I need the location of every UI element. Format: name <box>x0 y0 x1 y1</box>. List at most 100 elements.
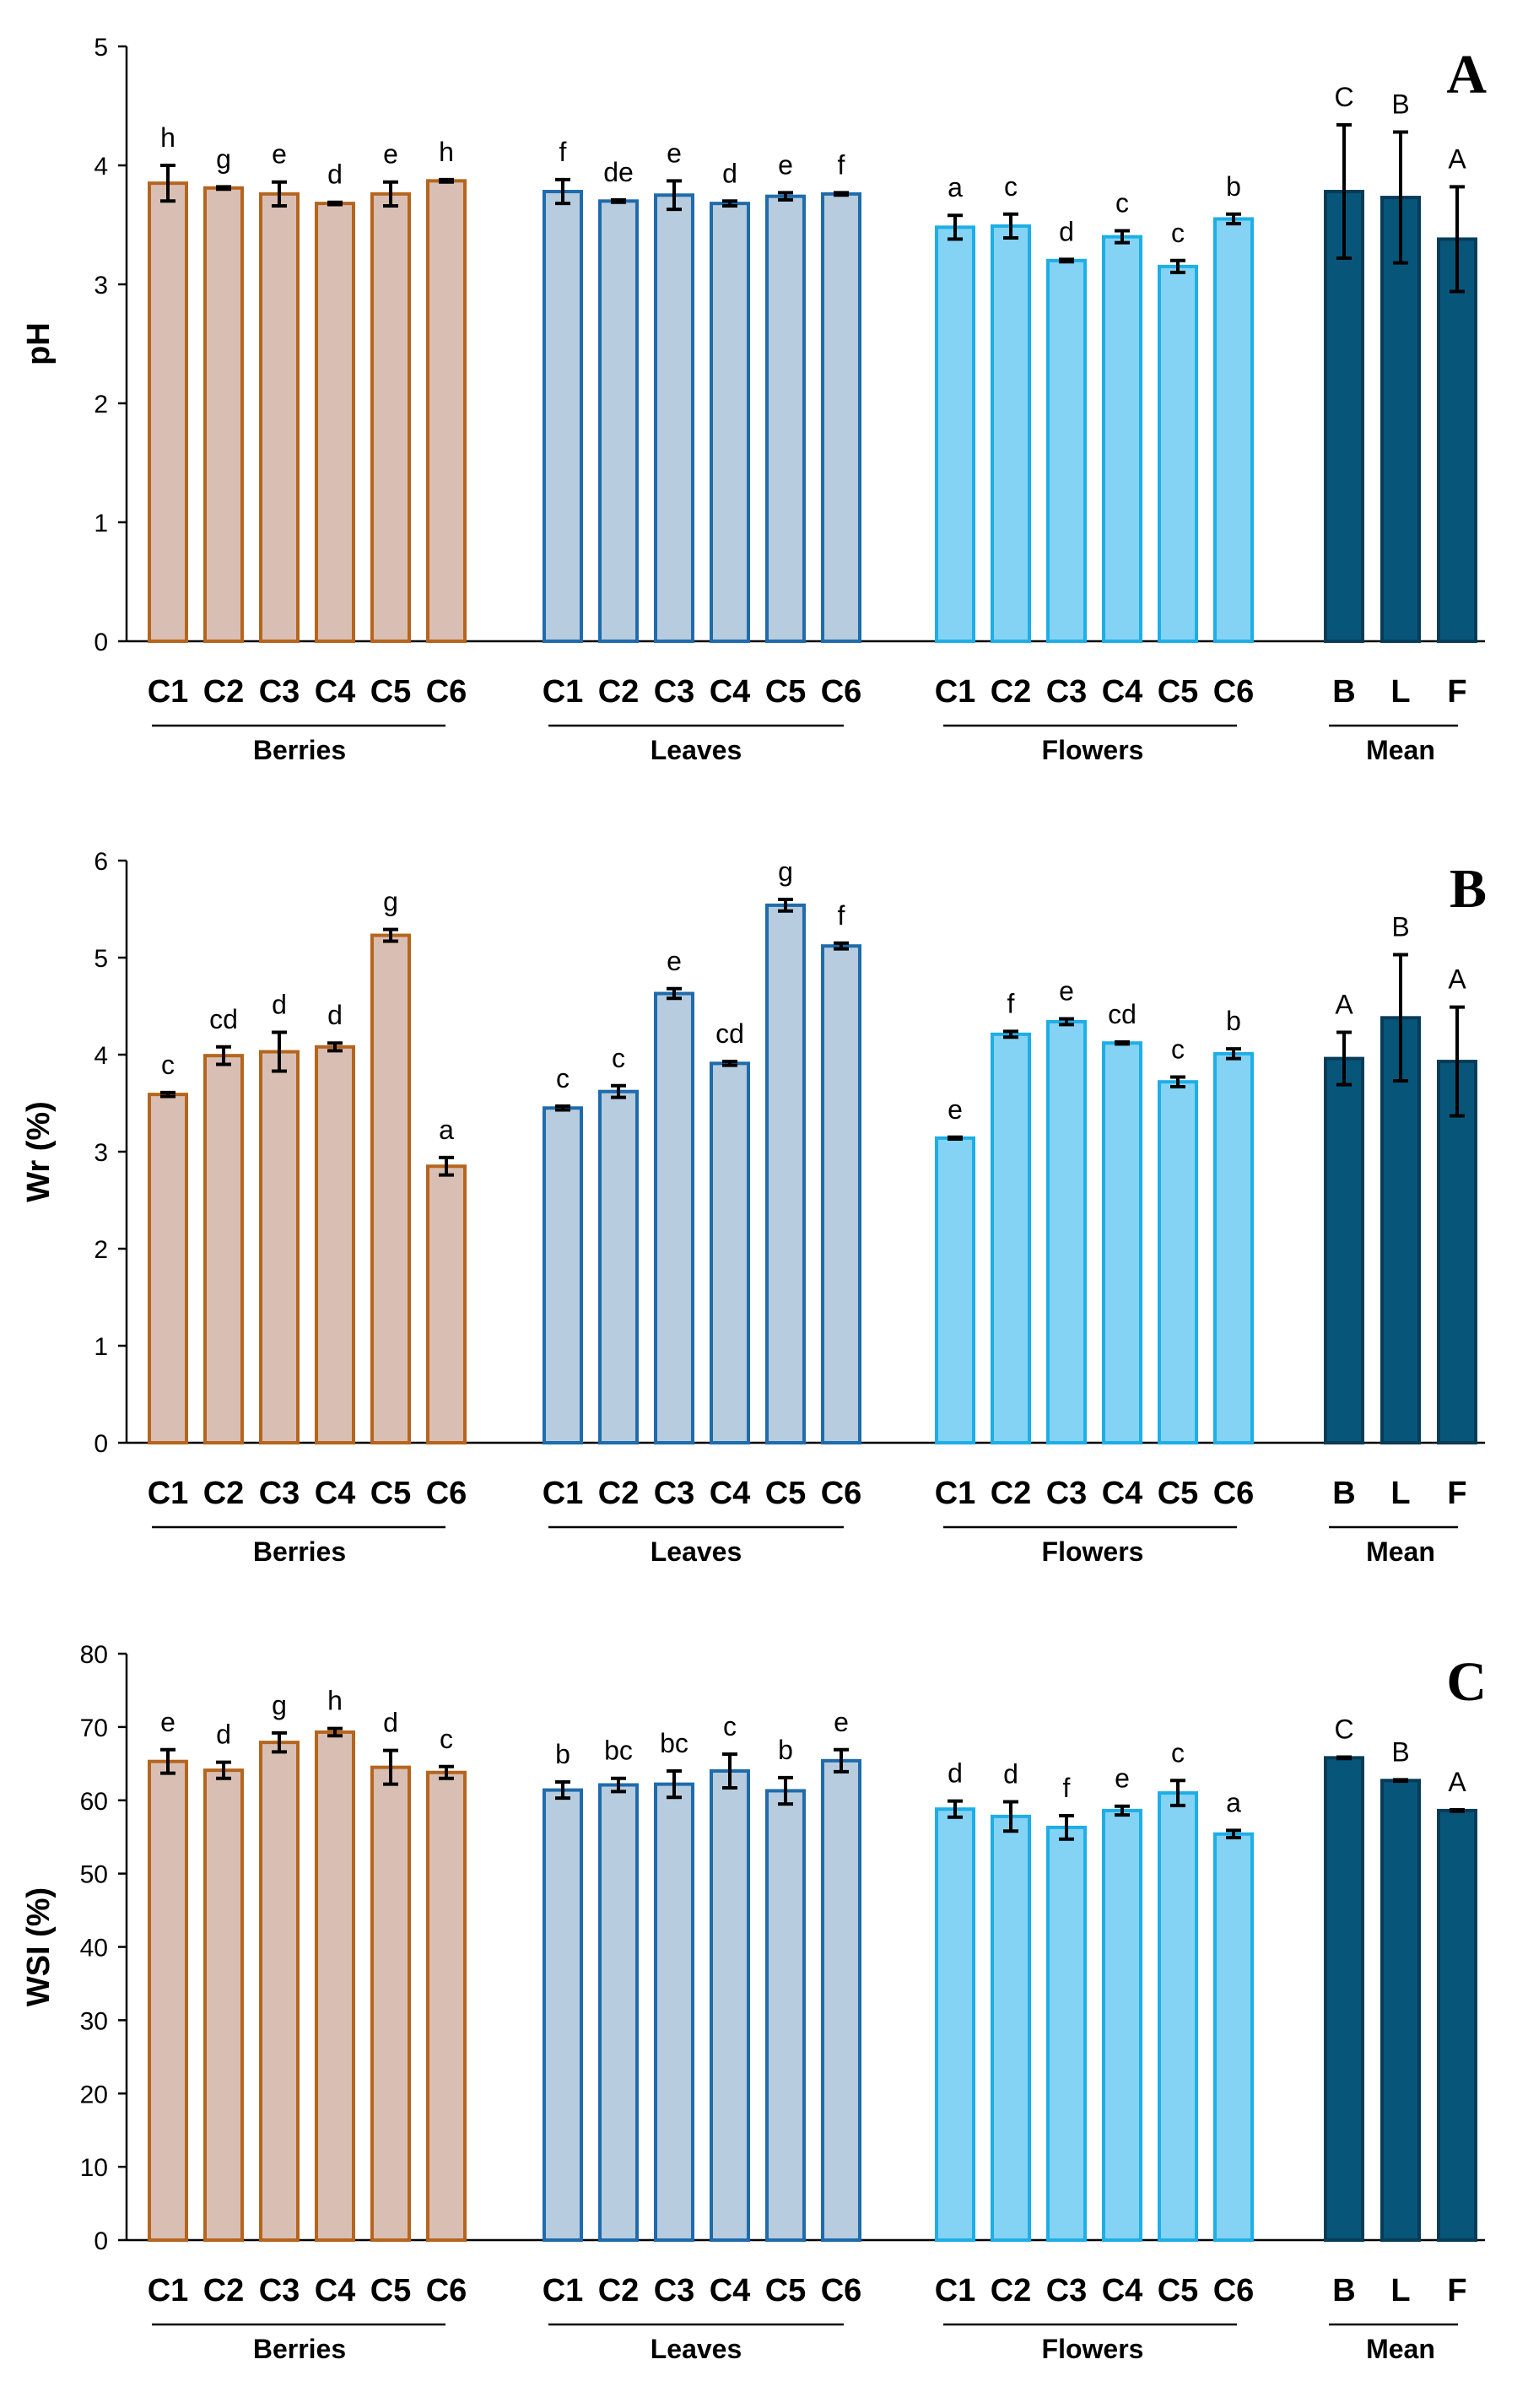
panel-a-flowers-bar <box>991 224 1031 643</box>
panel-b-flowers-group-label: Flowers <box>1042 1536 1144 1567</box>
panel-b-flowers-significance-letter: e <box>1059 975 1074 1006</box>
panel-c-mean-bar <box>1380 1779 1421 2242</box>
panel-b-leaves-bar <box>765 903 806 1444</box>
panel-a-leaves-category-label: C3 <box>654 674 695 710</box>
panel-a-leaves-category-label: C6 <box>821 674 862 710</box>
panel-b-flowers-significance-letter: b <box>1226 1006 1241 1036</box>
panel-c-flowers-group-label: Flowers <box>1042 2334 1144 2364</box>
panel-a-y-tick-label: 2 <box>94 391 108 418</box>
panel-a-flowers-bar <box>1102 235 1142 643</box>
panel-c-leaves-category-label: C1 <box>543 2273 584 2308</box>
panel-c-berries-significance-letter: h <box>327 1686 343 1716</box>
panel-c-y-tick-label: 80 <box>80 1641 108 1669</box>
panel-b-berries-significance-letter: g <box>383 887 398 917</box>
panel-a-flowers-category-label: C2 <box>991 674 1032 710</box>
panel-c-berries-category-label: C6 <box>426 2273 467 2308</box>
panel-a-berries-significance-letter: h <box>160 122 175 153</box>
panel-a-flowers-significance-letter: c <box>1171 218 1185 248</box>
panel-c-leaves-category-label: C6 <box>821 2273 862 2308</box>
panel-a-mean-category-label: F <box>1447 674 1466 710</box>
panel-c-leaves-category-label: C4 <box>710 2273 751 2308</box>
panel-c-flowers-category-label: C1 <box>935 2273 976 2308</box>
panel-a-leaves-bar <box>543 190 583 643</box>
panel-c-leaves-significance-letter: bc <box>660 1728 688 1758</box>
panel-b-leaves-significance-letter: c <box>556 1063 570 1093</box>
panel-c-flowers-category-label: C3 <box>1046 2273 1088 2308</box>
panel-a-y-tick-label: 3 <box>94 272 108 300</box>
panel-a-label: A <box>1446 44 1487 105</box>
panel-b-flowers-significance-letter: f <box>1007 988 1015 1018</box>
panel-a-flowers-category-label: C6 <box>1213 674 1255 710</box>
panel-b-leaves-bar <box>710 1061 750 1444</box>
panel-c-mean-category-label: B <box>1332 2273 1355 2308</box>
panel-b-berries-significance-letter: d <box>272 990 287 1020</box>
panel-c-berries-category-label: C2 <box>203 2273 245 2308</box>
panel-a-y-tick-label: 4 <box>94 153 108 181</box>
panel-a-mean-significance-letter: A <box>1448 143 1466 174</box>
panel-b-leaves-category-label: C1 <box>543 1476 584 1511</box>
panel-c-mean-significance-letter: B <box>1391 1736 1409 1767</box>
panel-c-leaves-bar <box>710 1769 750 2242</box>
panel-b-flowers-bar <box>1158 1080 1198 1444</box>
panel-a-berries-significance-letter: e <box>272 139 287 170</box>
panel-c-berries-category-label: C3 <box>259 2273 300 2308</box>
panel-a-leaves-bar <box>598 199 639 644</box>
panel-b-berries-bar <box>315 1045 355 1445</box>
panel-b-mean-bar <box>1437 1060 1477 1445</box>
panel-c-berries-significance-letter: e <box>160 1707 175 1737</box>
panel-a-mean-bar <box>1437 237 1477 643</box>
panel-c-y-tick-label: 40 <box>80 1935 108 1963</box>
panel-b-berries-category-label: C2 <box>203 1476 245 1511</box>
panel-b-berries-category-label: C5 <box>370 1476 412 1511</box>
panel-b-berries-category-label: C6 <box>426 1476 467 1511</box>
panel-c-y-tick-label: 0 <box>94 2227 108 2255</box>
panel-c-flowers-category-label: C6 <box>1213 2273 1255 2308</box>
panel-a-y-axis-label: pH <box>21 322 57 365</box>
panel-b-flowers-category-label: C4 <box>1102 1476 1143 1511</box>
panel-a-leaves-bar <box>765 194 806 644</box>
panel-b-flowers-significance-letter: cd <box>1108 999 1137 1029</box>
panel-a-flowers-group-label: Flowers <box>1042 735 1144 765</box>
panel-c-berries-bar <box>259 1741 300 2242</box>
panel-b-y-axis-label: Wr (%) <box>21 1101 57 1202</box>
panel-a-leaves-bar <box>654 193 694 643</box>
panel-b-berries-bar <box>426 1164 467 1444</box>
panel-c-leaves-significance-letter: e <box>834 1707 849 1737</box>
panel-a-berries-bar <box>259 192 300 643</box>
panel-a-berries-category-label: C1 <box>148 674 189 710</box>
panel-a-leaves-significance-letter: e <box>667 138 682 168</box>
panel-c-leaves-significance-letter: bc <box>604 1736 633 1766</box>
panel-a-leaves-bar <box>821 192 861 643</box>
panel-b-y-tick-label: 2 <box>94 1236 108 1264</box>
panel-a-berries-category-label: C4 <box>315 674 356 710</box>
panel-a-flowers-bar <box>935 225 975 643</box>
panel-b-leaves-category-label: C6 <box>821 1476 862 1511</box>
panel-b-leaves-category-label: C3 <box>654 1476 695 1511</box>
panel-c-flowers-bar <box>991 1814 1031 2243</box>
panel-c-berries-significance-letter: d <box>216 1720 231 1750</box>
panel-b-berries-category-label: C1 <box>148 1476 189 1511</box>
panel-b-berries-significance-letter: a <box>439 1115 454 1145</box>
panel-a-flowers-significance-letter: a <box>948 172 963 202</box>
panel-b-mean-category-label: L <box>1390 1476 1410 1511</box>
panel-c-berries-bar <box>315 1730 355 2243</box>
panel-c-y-tick-label: 50 <box>80 1861 108 1889</box>
panel-c-leaves-category-label: C3 <box>654 2273 695 2308</box>
panel-a-berries-category-label: C3 <box>259 674 300 710</box>
panel-b-mean-significance-letter: B <box>1391 912 1409 942</box>
panel-a-leaves-significance-letter: f <box>559 137 567 167</box>
panel-b-leaves-bar <box>598 1089 639 1444</box>
panel-b-leaves-significance-letter: cd <box>715 1018 744 1049</box>
panel-a-flowers-category-label: C4 <box>1102 674 1143 710</box>
panel-a-berries-significance-letter: g <box>216 143 231 174</box>
panel-c-leaves-bar <box>598 1783 639 2243</box>
panel-c-flowers-bar <box>1046 1825 1087 2243</box>
panel-b-mean-group-label: Mean <box>1366 1536 1435 1567</box>
panel-c-y-tick-label: 70 <box>80 1714 108 1742</box>
panel-c-flowers-bar <box>1158 1791 1198 2242</box>
panel-c-flowers-significance-letter: e <box>1115 1763 1130 1794</box>
panel-a-leaves-bar <box>710 202 750 643</box>
panel-b-berries-category-label: C3 <box>259 1476 300 1511</box>
panel-a-mean-group-label: Mean <box>1366 735 1435 765</box>
